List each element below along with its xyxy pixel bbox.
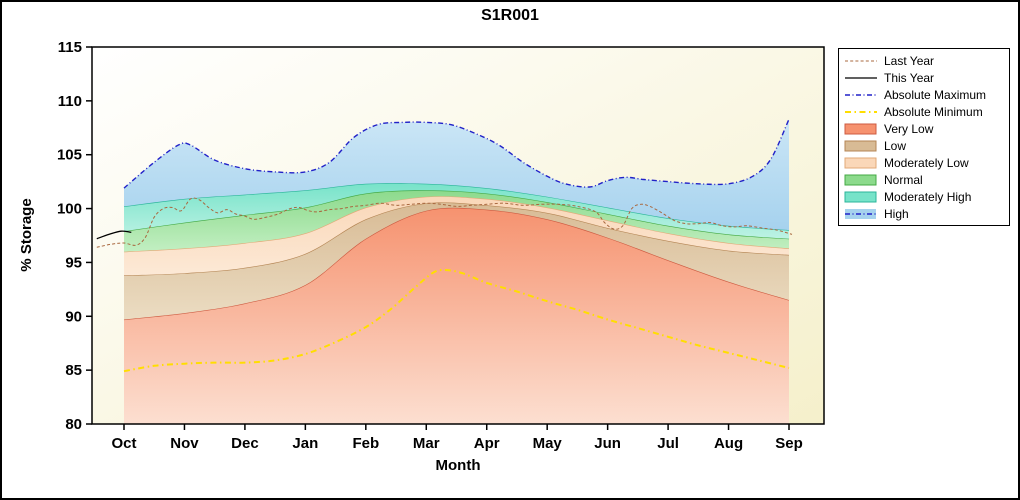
- y-tick-label: 80: [65, 416, 82, 433]
- legend-label: This Year: [884, 70, 935, 85]
- legend-item-normal: Normal: [844, 171, 1004, 188]
- legend-label: Very Low: [884, 121, 934, 136]
- moderately-low-band-swatch: [844, 157, 877, 168]
- absolute-minimum-line-swatch: [845, 110, 877, 113]
- high-band-swatch: [845, 208, 877, 219]
- line-this-year: [96, 230, 132, 240]
- y-tick-label: 115: [58, 39, 82, 56]
- line-abs-max: [123, 118, 790, 189]
- band-high: [124, 119, 789, 231]
- legend-label: Absolute Minimum: [884, 104, 983, 119]
- legend-item-very-low: Very Low: [844, 120, 1004, 137]
- line-last-year: [96, 197, 793, 248]
- x-tick-label: Nov: [170, 435, 199, 452]
- y-tick-label: 95: [65, 254, 82, 271]
- legend: Last Year This Year Absolute Maximum Abs…: [838, 48, 1010, 226]
- x-tick-label: Sep: [775, 435, 803, 452]
- legend-label: Moderately High: [884, 189, 972, 204]
- legend-item-absolute-maximum: Absolute Maximum: [844, 86, 1004, 103]
- normal-band-swatch: [844, 174, 877, 185]
- x-tick-label: Jul: [657, 435, 679, 452]
- band-normal: [124, 190, 789, 252]
- y-tick-label: 110: [58, 93, 82, 110]
- legend-item-high: High: [844, 205, 1004, 222]
- x-tick-label: Feb: [352, 435, 379, 452]
- legend-item-last-year: Last Year: [844, 52, 1004, 69]
- legend-label: Normal: [884, 172, 923, 187]
- x-tick-label: Oct: [111, 435, 136, 452]
- y-tick-label: 100: [57, 201, 82, 218]
- x-axis-title: Month: [435, 457, 481, 474]
- x-tick-label: Aug: [714, 435, 743, 452]
- band-moderately-low: [124, 196, 789, 276]
- moderately-high-band-swatch: [844, 191, 877, 202]
- legend-item-low: Low: [844, 137, 1004, 154]
- x-tick-label: May: [533, 435, 563, 452]
- legend-item-moderately-high: Moderately High: [844, 188, 1004, 205]
- y-tick-label: 85: [65, 362, 82, 379]
- band-very-low: [124, 207, 789, 424]
- x-tick-label: Jan: [292, 435, 318, 452]
- x-tick-label: Apr: [474, 435, 500, 452]
- band-moderately-high: [124, 183, 789, 239]
- y-tick-label: 105: [57, 147, 82, 164]
- x-tick-label: Mar: [413, 435, 440, 452]
- legend-label: Moderately Low: [884, 155, 969, 170]
- this-year-line-swatch: [845, 76, 877, 79]
- absolute-maximum-line-swatch: [845, 93, 877, 96]
- legend-label: Low: [884, 138, 907, 153]
- plot-frame: [91, 46, 825, 425]
- low-band-swatch: [844, 140, 877, 151]
- line-abs-min: [123, 268, 790, 373]
- legend-label: Absolute Maximum: [884, 87, 987, 102]
- legend-item-absolute-minimum: Absolute Minimum: [844, 103, 1004, 120]
- y-axis-title: % Storage: [18, 198, 35, 272]
- very-low-band-swatch: [844, 123, 877, 134]
- y-tick-label: 90: [65, 308, 82, 325]
- legend-item-moderately-low: Moderately Low: [844, 154, 1004, 171]
- legend-label: Last Year: [884, 53, 935, 68]
- x-tick-label: Jun: [594, 435, 621, 452]
- last-year-line-swatch: [845, 60, 877, 61]
- legend-label: High: [884, 206, 909, 221]
- chart-title: S1R001: [481, 7, 539, 24]
- legend-item-this-year: This Year: [844, 69, 1004, 86]
- x-tick-label: Dec: [231, 435, 259, 452]
